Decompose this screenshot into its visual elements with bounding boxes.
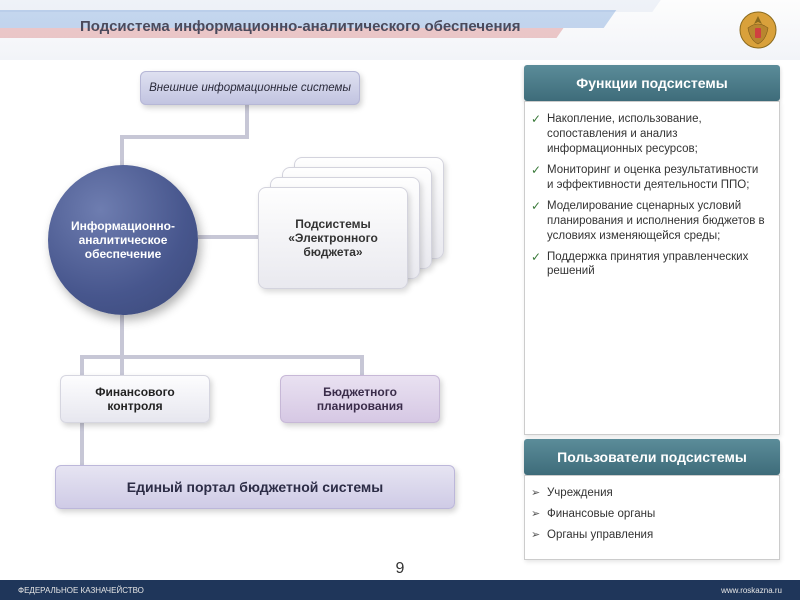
connector: [360, 355, 364, 377]
box-budget-plan: Бюджетного планирования: [280, 375, 440, 423]
users-header: Пользователи подсистемы: [524, 439, 780, 475]
emblem-icon: [738, 10, 778, 50]
right-column: Функции подсистемы Накопление, использов…: [524, 65, 780, 560]
connector: [80, 355, 124, 359]
label: Бюджетного планирования: [289, 385, 431, 413]
footer: ФЕДЕРАЛЬНОЕ КАЗНАЧЕЙСТВО www.roskazna.ru: [0, 580, 800, 600]
box-external-systems: Внешние информационные системы: [140, 71, 360, 105]
slide-title: Подсистема информационно-аналитического …: [80, 18, 720, 35]
connector: [120, 315, 124, 377]
list-item: Накопление, использование, сопоставления…: [547, 112, 767, 157]
list-item: Моделирование сценарных условий планиров…: [547, 199, 767, 244]
list-item: Финансовые органы: [547, 507, 767, 522]
subsystems-stack: Подсистемы «Электронного бюджета»: [258, 157, 448, 287]
connector: [245, 105, 249, 135]
label: Финансового контроля: [69, 385, 201, 413]
box-portal: Единый портал бюджетной системы: [55, 465, 455, 509]
footer-right: www.roskazna.ru: [721, 586, 782, 595]
content-area: Внешние информационные системы Информаци…: [20, 65, 780, 570]
label: Единый портал бюджетной системы: [127, 479, 384, 495]
list-item: Мониторинг и оценка результативности и э…: [547, 163, 767, 193]
label: Информационно-аналитическое обеспечение: [58, 219, 188, 261]
box-fin-control: Финансового контроля: [60, 375, 210, 423]
list-item: Учреждения: [547, 486, 767, 501]
users-list: Учреждения Финансовые органы Органы упра…: [547, 486, 767, 543]
label: Внешние информационные системы: [149, 82, 351, 94]
page-number: 9: [396, 560, 405, 578]
functions-header: Функции подсистемы: [524, 65, 780, 101]
connector: [198, 235, 260, 239]
list-item: Органы управления: [547, 528, 767, 543]
users-panel: Учреждения Финансовые органы Органы упра…: [524, 475, 780, 560]
connector: [120, 135, 124, 169]
functions-list: Накопление, использование, сопоставления…: [547, 112, 767, 279]
connector: [120, 355, 364, 359]
connector: [120, 135, 249, 139]
footer-left: ФЕДЕРАЛЬНОЕ КАЗНАЧЕЙСТВО: [18, 586, 144, 595]
label: Подсистемы «Электронного бюджета»: [267, 217, 399, 259]
diagram: Внешние информационные системы Информаци…: [20, 65, 500, 575]
core-circle: Информационно-аналитическое обеспечение: [48, 165, 198, 315]
slide: Подсистема информационно-аналитического …: [0, 0, 800, 600]
stack-card-front: Подсистемы «Электронного бюджета»: [258, 187, 408, 289]
functions-panel: Накопление, использование, сопоставления…: [524, 101, 780, 435]
list-item: Поддержка принятия управленческих решени…: [547, 250, 767, 280]
